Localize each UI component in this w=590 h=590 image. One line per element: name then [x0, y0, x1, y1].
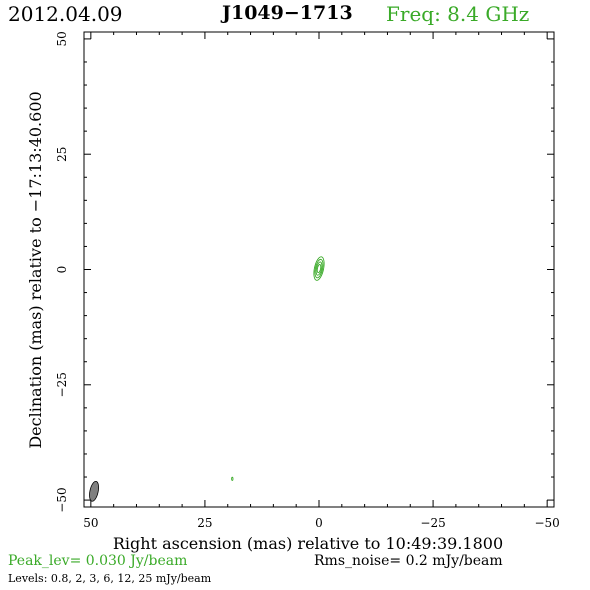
y-tick-label: −50: [55, 487, 69, 512]
x-axis-label: Right ascension (mas) relative to 10:49:…: [113, 534, 503, 553]
x-tick-label: 25: [197, 516, 212, 530]
x-tick-label: −25: [420, 516, 445, 530]
x-tick-labels: 50 25 0 −25 −50: [83, 516, 560, 530]
rms-noise: Rms_noise= 0.2 mJy/beam: [314, 553, 503, 569]
y-tick-label: 0: [55, 266, 69, 274]
y-tick-labels: 50 25 0 −25 −50: [55, 31, 69, 512]
contour-level: [316, 264, 322, 274]
beam-group: [89, 480, 99, 502]
plot-frame: [83, 31, 555, 508]
peak-level: Peak_lev= 0.030 Jy/beam: [8, 553, 188, 569]
beam-ellipse: [89, 480, 99, 502]
x-tick-label: 0: [315, 516, 323, 530]
source-name: J1049−1713: [222, 2, 353, 24]
frequency-label: Freq: 8.4 GHz: [386, 2, 530, 26]
axis-ticks: [84, 32, 554, 507]
contours-group: [231, 256, 325, 481]
contour-level: [314, 258, 324, 279]
x-tick-label: 50: [83, 516, 98, 530]
y-tick-label: 50: [55, 31, 69, 46]
contour-level: [231, 476, 234, 481]
x-tick-label: −50: [534, 516, 559, 530]
y-axis-label: Declination (mas) relative to −17:13:40.…: [26, 91, 45, 448]
contour-level: [315, 261, 323, 276]
y-tick-label: −25: [55, 372, 69, 397]
observation-date: 2012.04.09: [8, 2, 123, 26]
contour-levels: Levels: 0.8, 2, 3, 6, 12, 25 mJy/beam: [8, 572, 212, 585]
contour-level: [313, 256, 325, 281]
y-tick-label: 25: [55, 147, 69, 162]
